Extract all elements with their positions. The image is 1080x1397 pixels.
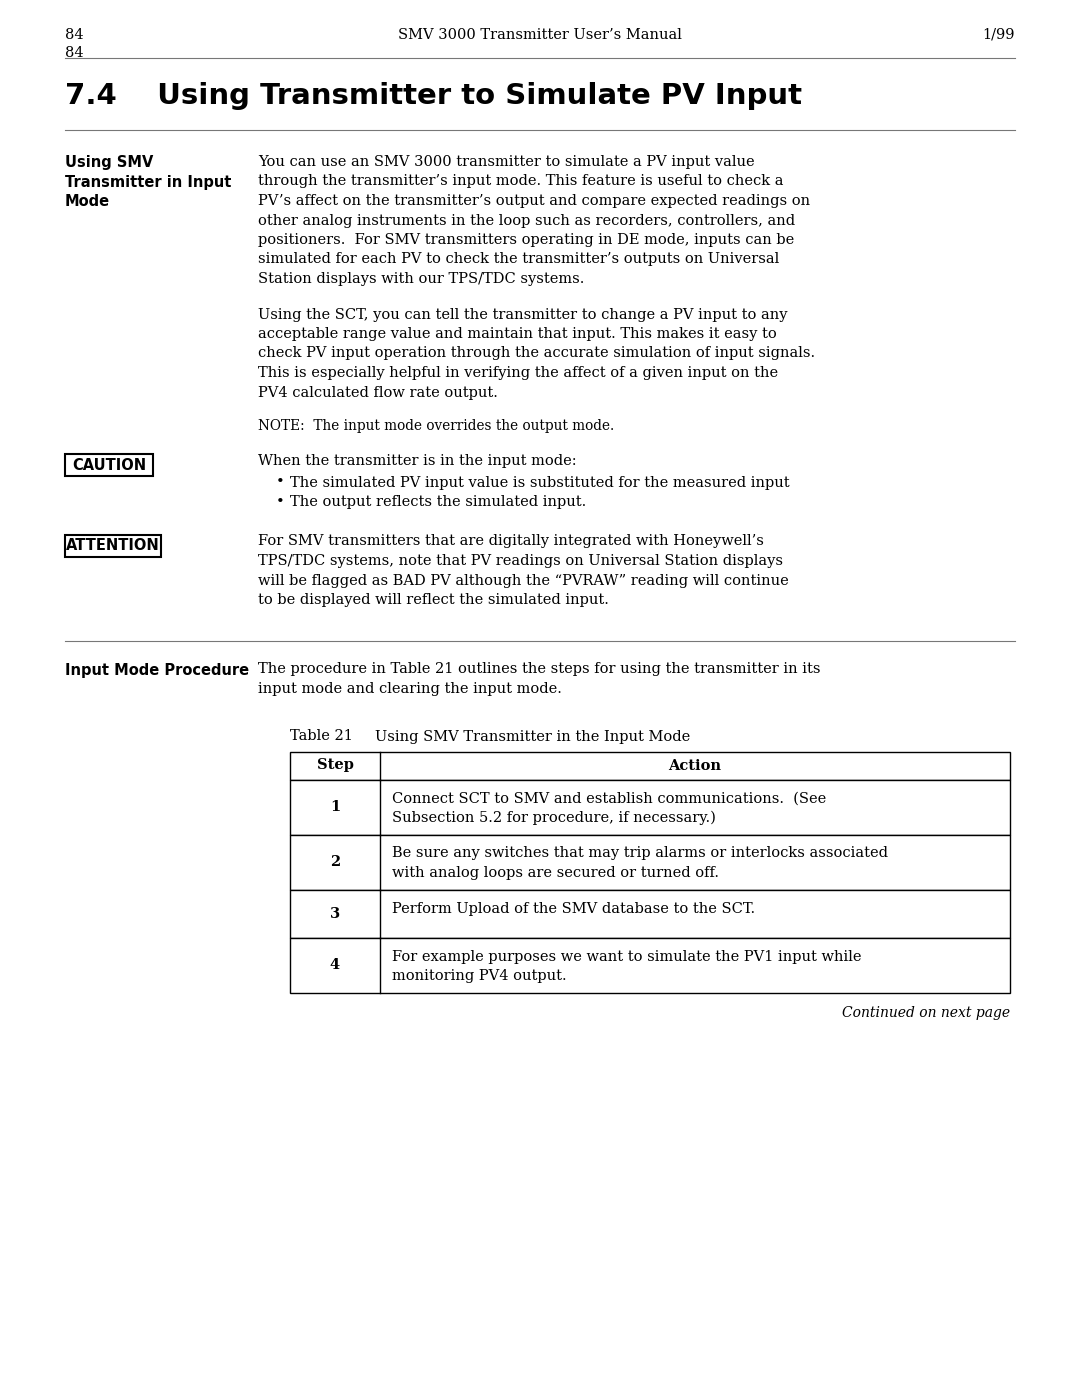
Text: check PV input operation through the accurate simulation of input signals.: check PV input operation through the acc…	[258, 346, 815, 360]
Bar	[291, 834, 1010, 890]
Bar	[65, 454, 153, 476]
Text: 3: 3	[329, 907, 340, 921]
Text: Using the SCT, you can tell the transmitter to change a PV input to any: Using the SCT, you can tell the transmit…	[258, 307, 787, 321]
Text: The procedure in Table 21 outlines the steps for using the transmitter in its: The procedure in Table 21 outlines the s…	[258, 662, 821, 676]
Text: other analog instruments in the loop such as recorders, controllers, and: other analog instruments in the loop suc…	[258, 214, 795, 228]
Text: positioners.  For SMV transmitters operating in DE mode, inputs can be: positioners. For SMV transmitters operat…	[258, 233, 794, 247]
Text: Be sure any switches that may trip alarms or interlocks associated: Be sure any switches that may trip alarm…	[392, 847, 888, 861]
Text: with analog loops are secured or turned off.: with analog loops are secured or turned …	[392, 866, 719, 880]
Text: through the transmitter’s input mode. This feature is useful to check a: through the transmitter’s input mode. Th…	[258, 175, 783, 189]
Text: Mode: Mode	[65, 194, 110, 210]
Text: •: •	[276, 495, 285, 509]
Text: 84: 84	[65, 46, 83, 60]
Text: acceptable range value and maintain that input. This makes it easy to: acceptable range value and maintain that…	[258, 327, 777, 341]
Text: CAUTION: CAUTION	[72, 457, 146, 472]
Text: 7.4    Using Transmitter to Simulate PV Input: 7.4 Using Transmitter to Simulate PV Inp…	[65, 82, 802, 110]
Text: 2: 2	[329, 855, 340, 869]
Text: For SMV transmitters that are digitally integrated with Honeywell’s: For SMV transmitters that are digitally …	[258, 535, 764, 549]
Text: 1: 1	[329, 800, 340, 814]
Text: Perform Upload of the SMV database to the SCT.: Perform Upload of the SMV database to th…	[392, 901, 755, 915]
Text: 4: 4	[329, 958, 340, 972]
Text: PV4 calculated flow rate output.: PV4 calculated flow rate output.	[258, 386, 498, 400]
Text: 1/99: 1/99	[983, 28, 1015, 42]
Text: PV’s affect on the transmitter’s output and compare expected readings on: PV’s affect on the transmitter’s output …	[258, 194, 810, 208]
Text: Connect SCT to SMV and establish communications.  (See: Connect SCT to SMV and establish communi…	[392, 792, 826, 806]
Text: TPS/TDC systems, note that PV readings on Universal Station displays: TPS/TDC systems, note that PV readings o…	[258, 555, 783, 569]
Text: Using SMV Transmitter in the Input Mode: Using SMV Transmitter in the Input Mode	[375, 729, 690, 743]
Text: NOTE:  The input mode overrides the output mode.: NOTE: The input mode overrides the outpu…	[258, 419, 615, 433]
Text: Station displays with our TPS/TDC systems.: Station displays with our TPS/TDC system…	[258, 272, 584, 286]
Text: input mode and clearing the input mode.: input mode and clearing the input mode.	[258, 682, 562, 696]
Text: ATTENTION: ATTENTION	[66, 538, 160, 553]
Text: Subsection 5.2 for procedure, if necessary.): Subsection 5.2 for procedure, if necessa…	[392, 812, 716, 826]
Text: SMV 3000 Transmitter User’s Manual: SMV 3000 Transmitter User’s Manual	[399, 28, 681, 42]
Text: The simulated PV input value is substituted for the measured input: The simulated PV input value is substitu…	[291, 475, 789, 489]
Text: Step: Step	[316, 759, 353, 773]
Bar	[291, 890, 1010, 937]
Text: Input Mode Procedure: Input Mode Procedure	[65, 662, 249, 678]
Text: Action: Action	[669, 759, 721, 773]
Text: Table 21: Table 21	[291, 729, 353, 743]
Text: The output reflects the simulated input.: The output reflects the simulated input.	[291, 495, 586, 509]
Text: simulated for each PV to check the transmitter’s outputs on Universal: simulated for each PV to check the trans…	[258, 253, 780, 267]
Text: will be flagged as BAD PV although the “PVRAW” reading will continue: will be flagged as BAD PV although the “…	[258, 574, 788, 588]
Text: •: •	[276, 475, 285, 489]
Text: Using SMV: Using SMV	[65, 155, 153, 170]
Text: 84: 84	[65, 28, 83, 42]
Text: This is especially helpful in verifying the affect of a given input on the: This is especially helpful in verifying …	[258, 366, 778, 380]
Text: to be displayed will reflect the simulated input.: to be displayed will reflect the simulat…	[258, 592, 609, 608]
Text: When the transmitter is in the input mode:: When the transmitter is in the input mod…	[258, 454, 577, 468]
Bar	[291, 937, 1010, 992]
Text: monitoring PV4 output.: monitoring PV4 output.	[392, 970, 567, 983]
Bar	[291, 780, 1010, 834]
Text: You can use an SMV 3000 transmitter to simulate a PV input value: You can use an SMV 3000 transmitter to s…	[258, 155, 755, 169]
Text: For example purposes we want to simulate the PV1 input while: For example purposes we want to simulate…	[392, 950, 862, 964]
Bar	[65, 535, 161, 556]
Bar	[291, 752, 1010, 780]
Text: Transmitter in Input: Transmitter in Input	[65, 175, 231, 190]
Text: Continued on next page: Continued on next page	[842, 1006, 1010, 1020]
